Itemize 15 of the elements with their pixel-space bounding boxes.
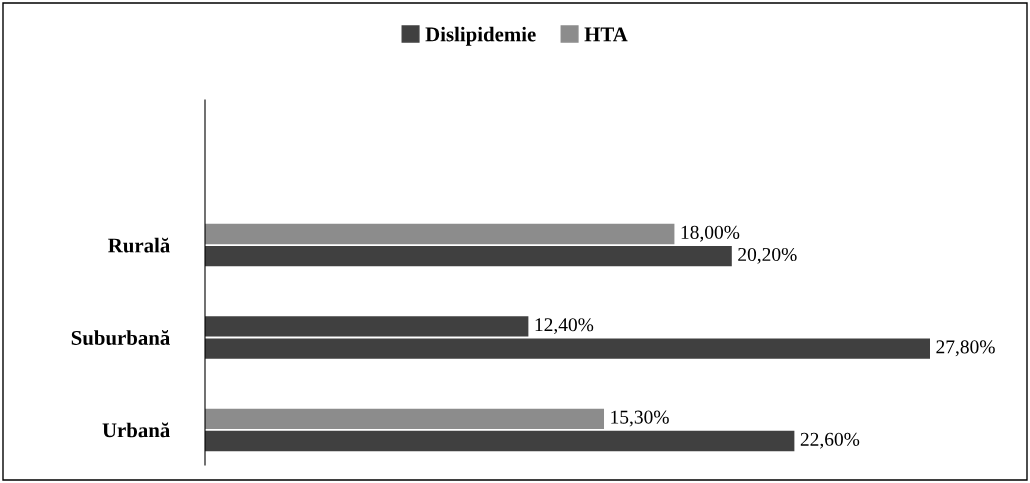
legend-label: HTA [584, 27, 628, 42]
data-label: 12,40% [535, 318, 594, 335]
y-tick-label: Suburbană [71, 330, 170, 345]
data-label: 22,60% [800, 432, 860, 449]
data-label: 15,30% [611, 410, 669, 427]
y-tick-label: Urbană [102, 422, 170, 438]
y-tick-label: Rurală [108, 237, 170, 253]
bar [205, 246, 732, 267]
data-label: 20,20% [738, 247, 797, 264]
bar [205, 408, 605, 429]
bar [205, 430, 795, 452]
data-label: 27,80% [936, 340, 995, 357]
legend-label: Dislipidemie [425, 26, 536, 46]
bar [205, 223, 675, 245]
data-label: 18,00% [681, 225, 740, 242]
